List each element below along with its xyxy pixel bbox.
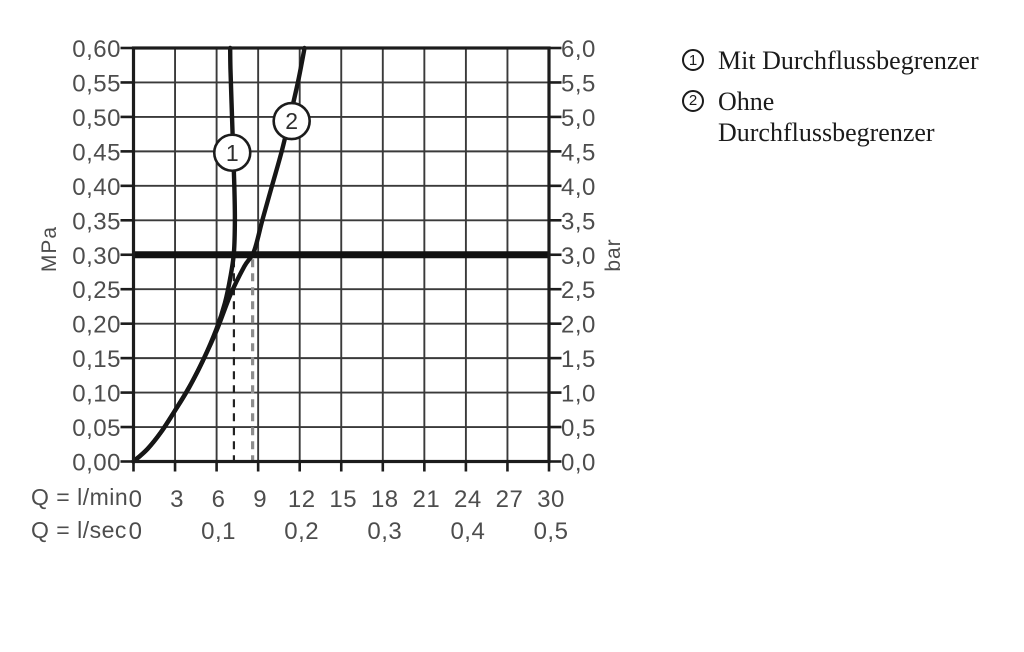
y-axis-unit-mpa: MPa [38, 225, 61, 273]
dashed-guides [232, 259, 255, 462]
curve-markers: 12 [212, 101, 311, 173]
bar-tick-label: 5,5 [561, 70, 596, 97]
legend-item-with-limiter: 1 Mit Durchflussbegrenzer [682, 45, 979, 77]
lmin-tick-label: 30 [537, 486, 565, 513]
x-axis-unit-lsec: Q = l/sec [31, 517, 127, 543]
lsec-tick-label: 0,2 [284, 518, 319, 545]
axis-tick-labels: 0,600,550,500,450,400,350,300,250,200,15… [72, 36, 596, 545]
mpa-tick-label: 0,15 [72, 346, 121, 373]
mpa-tick-label: 0,00 [72, 450, 121, 477]
mpa-tick-label: 0,55 [72, 70, 121, 97]
legend-label-2: Ohne Durchflussbegrenzer [718, 86, 935, 148]
bar-tick-label: 3,0 [561, 243, 596, 270]
lmin-tick-label: 6 [212, 486, 226, 513]
bar-tick-label: 4,0 [561, 174, 596, 201]
lmin-tick-label: 3 [170, 486, 184, 513]
lsec-tick-label: 0,3 [367, 518, 402, 545]
curve-marker-number-2: 2 [285, 108, 298, 134]
bar-tick-label: 3,5 [561, 208, 596, 235]
y-axis-unit-bar: bar [602, 238, 625, 272]
x-axis-unit-lmin: Q = l/min [31, 484, 129, 510]
lmin-tick-label: 9 [253, 486, 267, 513]
mpa-tick-label: 0,25 [72, 277, 121, 304]
lmin-tick-label: 18 [371, 486, 399, 513]
bar-tick-label: 0,5 [561, 415, 596, 442]
bar-tick-label: 2,0 [561, 312, 596, 339]
bar-tick-label: 1,0 [561, 381, 596, 408]
lsec-tick-label: 0 [129, 518, 143, 545]
lsec-tick-label: 0,1 [201, 518, 236, 545]
mpa-tick-label: 0,10 [72, 381, 121, 408]
mpa-tick-label: 0,45 [72, 139, 121, 166]
legend: 1 Mit Durchflussbegrenzer 2 Ohne Durchfl… [682, 45, 979, 158]
legend-label-1: Mit Durchflussbegrenzer [718, 46, 979, 75]
lmin-tick-label: 15 [329, 486, 357, 513]
lmin-tick-label: 27 [496, 486, 524, 513]
bar-tick-label: 6,0 [561, 36, 596, 63]
mpa-tick-label: 0,60 [72, 36, 121, 63]
mpa-tick-label: 0,05 [72, 415, 121, 442]
lsec-tick-label: 0,5 [534, 518, 569, 545]
legend-symbol-1-icon: 1 [682, 49, 704, 71]
lsec-tick-label: 0,4 [450, 518, 485, 545]
bar-tick-label: 0,0 [561, 450, 596, 477]
lmin-tick-label: 21 [412, 486, 440, 513]
lmin-tick-label: 12 [288, 486, 316, 513]
curve-marker-circle-1 [212, 133, 252, 173]
bar-tick-label: 1,5 [561, 346, 596, 373]
axis-ticks [120, 46, 562, 472]
curve-marker-circle-2 [272, 101, 311, 141]
bar-tick-label: 5,0 [561, 105, 596, 132]
legend-symbol-2-icon: 2 [682, 89, 704, 112]
mpa-tick-label: 0,35 [72, 208, 121, 235]
lmin-tick-label: 24 [454, 486, 482, 513]
curve-marker-number-1: 1 [226, 140, 239, 166]
mpa-tick-label: 0,40 [72, 174, 121, 201]
mpa-tick-label: 0,20 [72, 312, 121, 339]
mpa-tick-label: 0,30 [72, 243, 121, 270]
mpa-tick-label: 0,50 [72, 105, 121, 132]
bar-tick-label: 4,5 [561, 139, 596, 166]
legend-item-without-limiter: 2 Ohne Durchflussbegrenzer [682, 86, 979, 149]
lmin-tick-label: 0 [129, 486, 143, 513]
bar-tick-label: 2,5 [561, 277, 596, 304]
